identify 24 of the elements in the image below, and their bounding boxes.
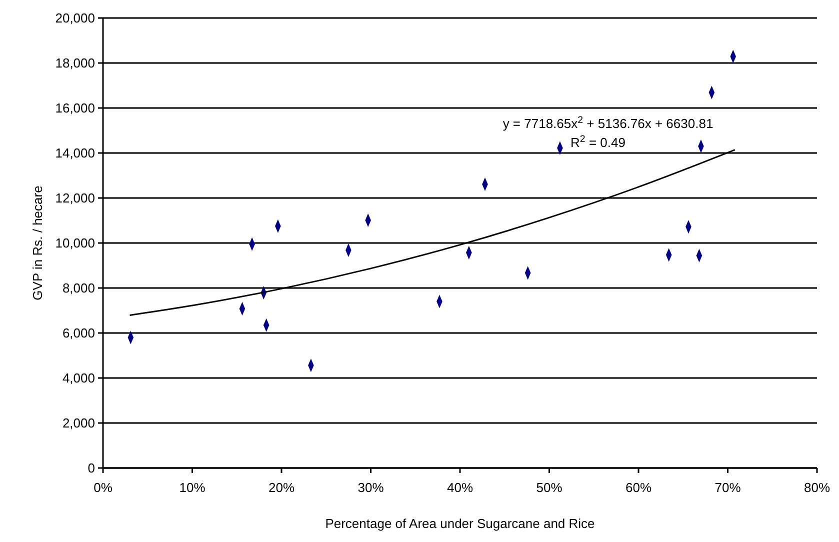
y-tick-label: 8,000 [62,280,95,296]
y-tick-label: 16,000 [55,100,95,116]
y-tick-label: 0 [88,460,95,476]
x-tick-label: 0% [94,480,113,495]
x-axis-title: Percentage of Area under Sugarcane and Rice [325,516,595,531]
y-tick-label: 14,000 [55,146,95,161]
y-tick-label: 12,000 [55,190,95,206]
x-tick-label: 40% [446,480,474,495]
annotation: y = 7718.65x$^{2}$ + 5136.76x + 6630.81 [502,114,714,131]
y-tick-label: 20,000 [55,10,95,26]
y-tick-label: 4,000 [62,370,95,386]
y-tick-label: 2,000 [62,416,95,431]
x-tick-label: 60% [625,480,652,495]
annotation: R$^{2}$ = 0.49 [570,134,626,150]
x-tick-label: 30% [358,480,384,495]
y-tick-label: 18,000 [55,56,95,71]
x-tick-label: 70% [714,480,742,495]
y-tick-label: 6,000 [62,326,95,341]
y-tick-label: 10,000 [55,236,95,251]
x-tick-label: 10% [179,480,206,495]
y-axis-title: GVP in Rs. / hecare [30,186,45,300]
x-tick-label: 50% [536,480,563,495]
x-tick-label: 80% [804,480,830,495]
x-tick-label: 20% [268,480,295,495]
